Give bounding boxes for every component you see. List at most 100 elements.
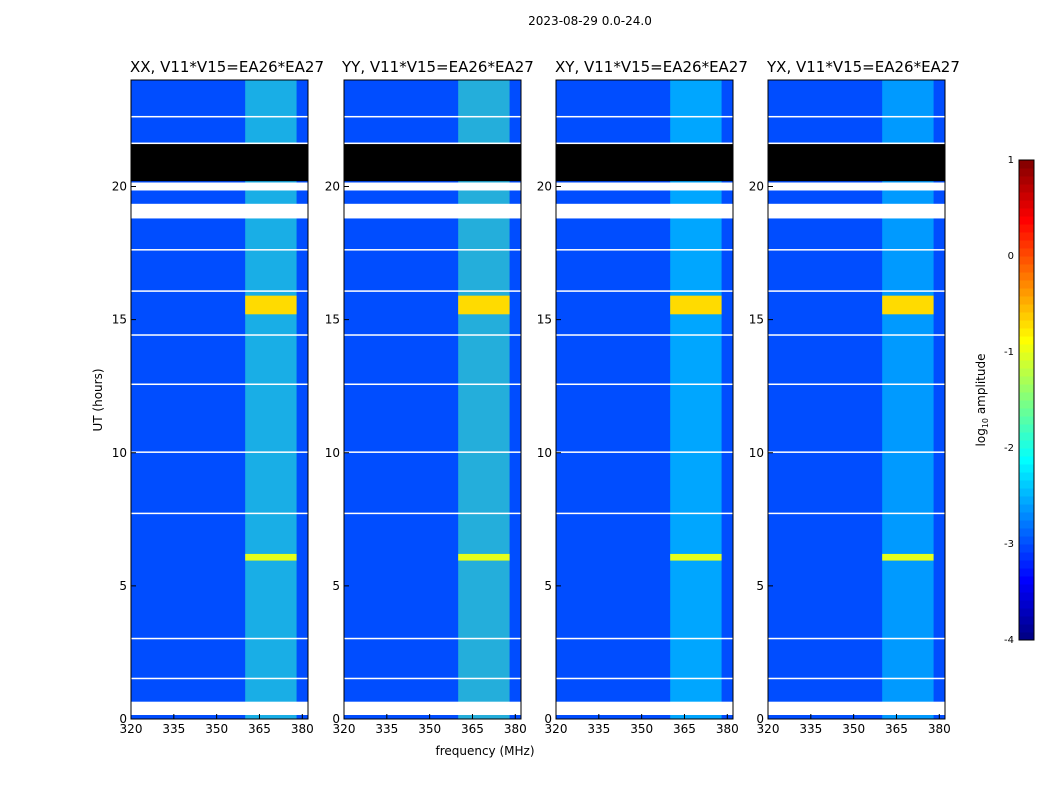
colorbar-segment — [1019, 200, 1034, 209]
colorbar-segment — [1019, 176, 1034, 185]
colorbar-segment — [1019, 336, 1034, 345]
colorbar-segment — [1019, 312, 1034, 321]
colorbar-segment — [1019, 448, 1034, 457]
blank-gap — [344, 142, 521, 145]
blank-gap — [344, 203, 521, 219]
blank-gap — [768, 203, 945, 219]
panel-title-xy: XY, V11*V15=EA26*EA27 — [555, 58, 748, 76]
blank-gap — [131, 142, 308, 145]
blank-gap — [768, 512, 945, 515]
blank-gap — [344, 182, 521, 191]
colorbar-segment — [1019, 400, 1034, 409]
y-tick-label: 15 — [112, 313, 127, 327]
blank-gap — [768, 677, 945, 680]
colorbar-segment — [1019, 528, 1034, 537]
x-tick-label: 380 — [716, 722, 739, 736]
colorbar-segment — [1019, 264, 1034, 273]
colorbar-segment — [1019, 416, 1034, 425]
blank-gap — [344, 451, 521, 453]
colorbar-tick-label: 1 — [1008, 155, 1014, 166]
blank-gap — [131, 334, 308, 336]
x-tick-label: 365 — [461, 722, 484, 736]
blank-gap — [344, 334, 521, 336]
colorbar-segment — [1019, 600, 1034, 609]
x-tick-label: 350 — [205, 722, 228, 736]
colorbar-segment — [1019, 464, 1034, 473]
colorbar-segment — [1019, 352, 1034, 361]
colorbar-segment — [1019, 160, 1034, 169]
y-tick-label: 15 — [749, 313, 764, 327]
bright-rfi-block — [882, 553, 934, 561]
blank-gap — [344, 701, 521, 716]
colorbar-segment — [1019, 568, 1034, 577]
colorbar-segment — [1019, 608, 1034, 617]
blank-gap — [344, 290, 521, 292]
colorbar-segment — [1019, 192, 1034, 201]
colorbar-segment — [1019, 520, 1034, 529]
x-tick-label: 365 — [248, 722, 271, 736]
blank-gap — [344, 115, 521, 118]
colorbar-tick-label: -3 — [1004, 539, 1014, 550]
blank-gap — [131, 203, 308, 219]
colorbar-label: log10 amplitude — [974, 354, 990, 447]
colorbar-segment — [1019, 424, 1034, 433]
bright-rfi-block — [458, 295, 510, 315]
blank-gap — [556, 290, 733, 292]
y-tick-label: 5 — [544, 579, 552, 593]
x-tick-label: 365 — [885, 722, 908, 736]
flagged-band — [344, 143, 521, 182]
flagged-band — [131, 143, 308, 182]
blank-gap — [131, 249, 308, 251]
blank-gap — [556, 637, 733, 640]
x-tick-label: 380 — [928, 722, 951, 736]
colorbar-segment — [1019, 440, 1034, 449]
colorbar-frame — [1018, 159, 1035, 641]
blank-gap — [131, 637, 308, 640]
blank-gap — [556, 677, 733, 680]
colorbar-label-rest: amplitude — [973, 353, 988, 418]
blank-gap — [768, 637, 945, 640]
x-tick-label: 335 — [375, 722, 398, 736]
panel-frame — [130, 79, 309, 720]
colorbar-segment — [1019, 480, 1034, 489]
colorbar-segment — [1019, 624, 1034, 633]
figure-suptitle: 2023-08-29 0.0-24.0 — [528, 14, 652, 28]
blank-gap — [768, 142, 945, 145]
colorbar-segment — [1019, 456, 1034, 465]
colorbar-segment — [1019, 472, 1034, 481]
blank-gap — [556, 115, 733, 118]
colorbar-segment — [1019, 360, 1034, 369]
x-tick-label: 380 — [504, 722, 527, 736]
blank-gap — [131, 115, 308, 118]
colorbar-segment — [1019, 224, 1034, 233]
x-tick-label: 320 — [333, 722, 356, 736]
colorbar-segment — [1019, 280, 1034, 289]
blank-gap — [556, 182, 733, 191]
blank-gap — [131, 701, 308, 716]
y-tick-label: 15 — [325, 313, 340, 327]
blank-gap — [768, 701, 945, 716]
y-axis-label: UT (hours) — [91, 368, 105, 432]
x-tick-label: 335 — [162, 722, 185, 736]
y-tick-label: 0 — [756, 712, 764, 726]
blank-gap — [556, 383, 733, 386]
colorbar-segment — [1019, 616, 1034, 625]
blank-gap — [768, 383, 945, 386]
x-tick-label: 320 — [545, 722, 568, 736]
colorbar-segment — [1019, 552, 1034, 561]
blank-gap — [556, 334, 733, 336]
panel-frame — [767, 79, 946, 720]
colorbar-segment — [1019, 248, 1034, 257]
blank-gap — [131, 512, 308, 515]
colorbar-segment — [1019, 408, 1034, 417]
colorbar-segment — [1019, 168, 1034, 177]
colorbar-tick-label: -1 — [1004, 347, 1014, 358]
blank-gap — [131, 290, 308, 292]
y-tick-label: 20 — [537, 180, 552, 194]
colorbar-segment — [1019, 584, 1034, 593]
bright-rfi-block — [670, 553, 722, 561]
colorbar-label-sub: 10 — [981, 417, 991, 429]
x-tick-label: 335 — [587, 722, 610, 736]
colorbar-segment — [1019, 184, 1034, 193]
